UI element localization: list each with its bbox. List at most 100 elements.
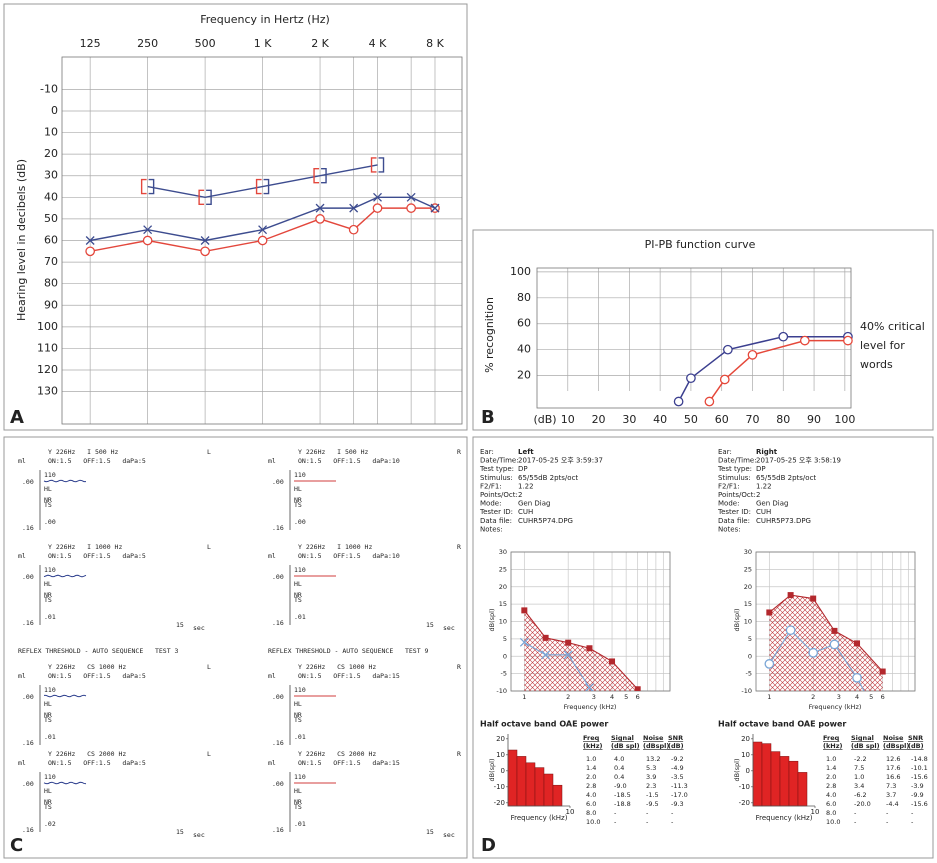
circle-marker bbox=[406, 203, 416, 213]
plot-text: .16 bbox=[272, 619, 284, 627]
plot-text: .00 bbox=[22, 780, 34, 788]
info-label: Points/Oct: bbox=[480, 491, 518, 499]
plot-text: Y 226Hz I 1000 Hz bbox=[298, 543, 372, 551]
time-tick: 15 bbox=[426, 621, 434, 629]
y-tick-label: 10 bbox=[741, 751, 750, 759]
circle-marker bbox=[852, 672, 862, 683]
info-value: 65/55dB 2pts/oct bbox=[756, 474, 816, 482]
info-label: Data file: bbox=[480, 517, 512, 525]
marker-square bbox=[831, 627, 838, 634]
y-tick-label: 60 bbox=[44, 234, 58, 247]
plot-text: Y 226Hz I 1000 Hz bbox=[48, 543, 122, 551]
table-header: (dBspl) bbox=[883, 742, 909, 750]
plot-text: Y 226Hz I 500 Hz bbox=[298, 448, 369, 456]
y-tick-label: -10 bbox=[496, 687, 507, 695]
square-marker bbox=[521, 607, 528, 614]
plot-text: TS bbox=[294, 596, 302, 604]
plot-text: .01 bbox=[44, 733, 56, 741]
marker-circle bbox=[843, 335, 853, 346]
table-cell: -3.5 bbox=[671, 773, 684, 781]
circle-marker bbox=[778, 331, 789, 342]
plot-text: Y 226Hz I 500 Hz bbox=[48, 448, 119, 456]
table-cell: 6.0 bbox=[586, 800, 596, 808]
y-tick-label: -5 bbox=[746, 670, 752, 678]
square-marker bbox=[542, 634, 549, 641]
table-cell: 1.0 bbox=[586, 755, 596, 763]
plot-text: ml bbox=[268, 552, 276, 560]
plot-text: NR bbox=[44, 496, 52, 504]
plot-text: TS bbox=[44, 803, 52, 811]
y-tick-label: -10 bbox=[741, 687, 752, 695]
table-cell: 16.6 bbox=[886, 773, 900, 781]
plot-text: R bbox=[457, 750, 461, 758]
series-group bbox=[764, 592, 886, 691]
cross-stroke bbox=[608, 717, 616, 725]
y-tick-label: 10 bbox=[44, 126, 58, 139]
y-tick-label: 40 bbox=[517, 343, 531, 356]
x-tick-label: 3 bbox=[837, 693, 841, 701]
x-axis-label: Frequency (kHz) bbox=[511, 814, 568, 822]
table-header: (dB spl) bbox=[611, 742, 640, 750]
square-marker bbox=[586, 645, 593, 652]
y-tick-label: 25 bbox=[744, 565, 752, 573]
square-marker bbox=[766, 609, 773, 616]
annotation: level for bbox=[860, 339, 905, 352]
x-tick-label: 250 bbox=[137, 37, 158, 50]
marker-circle bbox=[747, 350, 758, 360]
trace bbox=[43, 479, 87, 483]
plot-text: Y 226Hz CS 2000 Hz bbox=[48, 750, 126, 758]
plot-text: ml bbox=[18, 457, 26, 465]
panel-frame bbox=[3, 3, 468, 431]
circle-marker bbox=[764, 659, 775, 669]
info-label: F2/F1: bbox=[480, 482, 502, 490]
plot-text: HL bbox=[294, 787, 302, 795]
y-axis-label: Hearing level in decibels (dB) bbox=[15, 159, 28, 321]
table-cell: 3.4 bbox=[854, 782, 864, 790]
cross-stroke bbox=[200, 236, 210, 245]
marker-square bbox=[521, 607, 528, 614]
table-cell: 4.0 bbox=[614, 755, 624, 763]
circle-marker bbox=[85, 246, 96, 257]
table-cell: - bbox=[646, 818, 649, 826]
table-cell: - bbox=[671, 809, 674, 817]
marker-cross bbox=[608, 717, 616, 725]
marker-square bbox=[810, 595, 817, 602]
plot-text: L bbox=[207, 448, 211, 456]
plot-text: ON:1.5 OFF:1.5 daPa:5 bbox=[48, 457, 146, 465]
y-tick-label: 10 bbox=[744, 618, 752, 626]
table-header: Signal bbox=[611, 734, 634, 742]
bracket-right bbox=[263, 178, 270, 195]
plot-text: .00 bbox=[272, 780, 284, 788]
y-tick-label: 20 bbox=[496, 735, 505, 743]
circle-marker bbox=[686, 373, 696, 384]
table-cell: -20.0 bbox=[854, 800, 871, 808]
circle-marker bbox=[315, 214, 325, 224]
table-cell: 7.3 bbox=[886, 782, 896, 790]
marker-circle bbox=[723, 344, 733, 355]
plot-text: .00 bbox=[294, 518, 306, 526]
table-cell: - bbox=[886, 809, 889, 817]
circle-marker bbox=[719, 374, 730, 385]
x-tick-label: 10 bbox=[566, 808, 575, 816]
marker-bracket bbox=[313, 168, 327, 184]
table-cell: - bbox=[886, 818, 889, 826]
table-header: SNR bbox=[668, 734, 683, 742]
marker-circle bbox=[686, 373, 696, 384]
circle-marker bbox=[372, 203, 383, 213]
table-cell: - bbox=[854, 809, 857, 817]
x-tick-label: 2 K bbox=[311, 37, 329, 50]
series-group bbox=[519, 607, 642, 726]
marker-circle bbox=[799, 335, 810, 346]
marker-square bbox=[609, 658, 616, 665]
marker-square bbox=[787, 592, 794, 599]
cross-stroke bbox=[634, 718, 642, 726]
table-cell: -18.5 bbox=[614, 791, 631, 799]
x-tick-label: 5 bbox=[624, 693, 628, 701]
table-cell: -9.0 bbox=[614, 782, 627, 790]
x-tick-label: 20 bbox=[592, 413, 606, 426]
plot-text: .16 bbox=[272, 739, 284, 747]
y-tick-label: 50 bbox=[44, 212, 58, 225]
y-tick-label: 30 bbox=[744, 548, 752, 556]
plot-text: NR bbox=[294, 496, 302, 504]
sequence-label: REFLEX THRESHOLD - AUTO SEQUENCE TEST 9 bbox=[268, 647, 429, 655]
